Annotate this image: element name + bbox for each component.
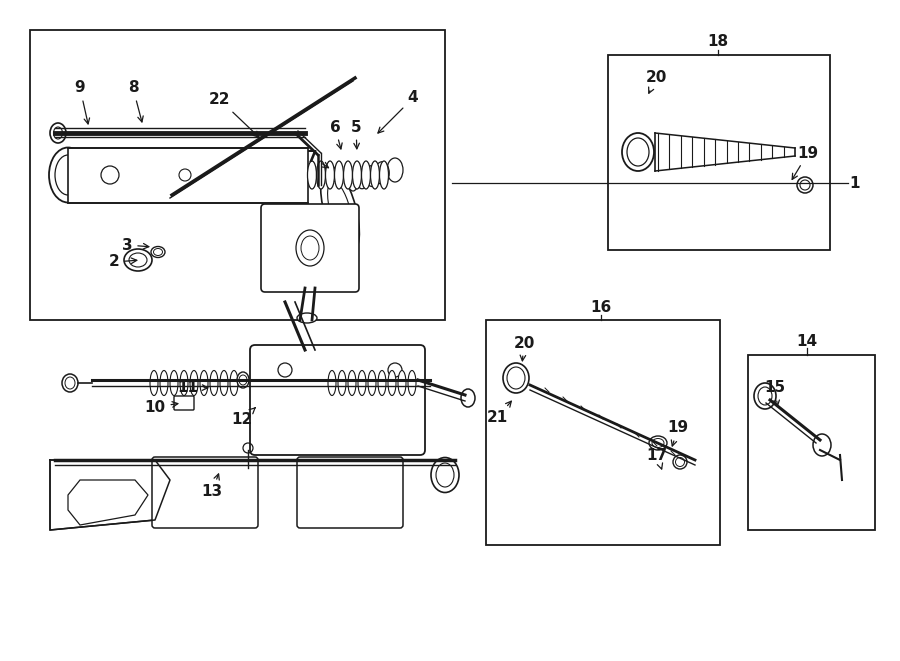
Text: 19: 19 <box>792 145 819 179</box>
Ellipse shape <box>320 167 359 254</box>
Ellipse shape <box>362 161 371 189</box>
Ellipse shape <box>388 371 396 395</box>
Ellipse shape <box>371 161 380 189</box>
Text: 1: 1 <box>850 176 860 190</box>
FancyBboxPatch shape <box>152 457 258 528</box>
Ellipse shape <box>368 371 376 395</box>
FancyBboxPatch shape <box>250 345 425 455</box>
Ellipse shape <box>813 434 831 456</box>
Text: 5: 5 <box>351 120 361 149</box>
Text: 22: 22 <box>209 93 259 137</box>
Ellipse shape <box>317 161 326 189</box>
Ellipse shape <box>649 436 667 450</box>
Ellipse shape <box>365 165 379 186</box>
Ellipse shape <box>673 455 687 469</box>
Text: 21: 21 <box>486 401 511 426</box>
Ellipse shape <box>62 374 78 392</box>
Bar <box>748 355 875 530</box>
Ellipse shape <box>408 371 416 395</box>
Ellipse shape <box>503 363 529 393</box>
Ellipse shape <box>398 371 406 395</box>
Ellipse shape <box>180 371 188 395</box>
Bar <box>486 320 720 545</box>
Ellipse shape <box>190 371 198 395</box>
Ellipse shape <box>431 457 459 492</box>
Ellipse shape <box>797 177 813 193</box>
Text: 4: 4 <box>378 91 419 133</box>
Ellipse shape <box>237 372 249 388</box>
Ellipse shape <box>124 249 152 271</box>
Ellipse shape <box>150 371 158 395</box>
Ellipse shape <box>348 371 356 395</box>
Text: 16: 16 <box>590 301 612 315</box>
Ellipse shape <box>622 133 654 171</box>
Text: 6: 6 <box>329 120 342 149</box>
Ellipse shape <box>160 371 168 395</box>
Text: 14: 14 <box>796 334 817 350</box>
Text: 15: 15 <box>764 381 786 406</box>
Ellipse shape <box>200 371 208 395</box>
Bar <box>68 148 308 203</box>
Text: 7: 7 <box>307 149 328 168</box>
Ellipse shape <box>461 389 475 407</box>
Polygon shape <box>68 480 148 525</box>
Text: 20: 20 <box>645 71 667 93</box>
Ellipse shape <box>378 371 386 395</box>
Ellipse shape <box>50 123 66 143</box>
Ellipse shape <box>353 161 362 189</box>
Ellipse shape <box>335 161 344 189</box>
Ellipse shape <box>328 371 336 395</box>
Ellipse shape <box>344 161 353 189</box>
Ellipse shape <box>308 161 317 189</box>
Ellipse shape <box>387 158 403 182</box>
Text: 12: 12 <box>231 408 256 428</box>
Text: 8: 8 <box>128 81 143 122</box>
Text: 11: 11 <box>177 379 208 395</box>
Ellipse shape <box>338 371 346 395</box>
Text: 20: 20 <box>513 336 535 361</box>
Ellipse shape <box>380 161 389 189</box>
Ellipse shape <box>297 313 317 323</box>
Ellipse shape <box>358 371 366 395</box>
Text: 10: 10 <box>144 399 178 414</box>
Ellipse shape <box>348 173 358 191</box>
FancyBboxPatch shape <box>297 457 403 528</box>
Ellipse shape <box>210 371 218 395</box>
Bar <box>608 55 830 250</box>
Ellipse shape <box>754 383 776 409</box>
Bar <box>30 30 445 320</box>
Text: 18: 18 <box>707 34 729 50</box>
Text: 3: 3 <box>122 237 148 253</box>
Polygon shape <box>50 460 170 530</box>
FancyBboxPatch shape <box>174 396 194 410</box>
Ellipse shape <box>374 162 389 184</box>
Ellipse shape <box>151 247 165 258</box>
Ellipse shape <box>326 161 335 189</box>
Ellipse shape <box>356 169 368 189</box>
Text: 13: 13 <box>202 474 222 500</box>
Ellipse shape <box>220 371 228 395</box>
Ellipse shape <box>170 371 178 395</box>
FancyBboxPatch shape <box>261 204 359 292</box>
Text: 19: 19 <box>668 420 688 446</box>
Text: 9: 9 <box>75 81 90 124</box>
Text: 17: 17 <box>646 447 668 469</box>
Text: 2: 2 <box>109 254 137 270</box>
Ellipse shape <box>230 371 238 395</box>
